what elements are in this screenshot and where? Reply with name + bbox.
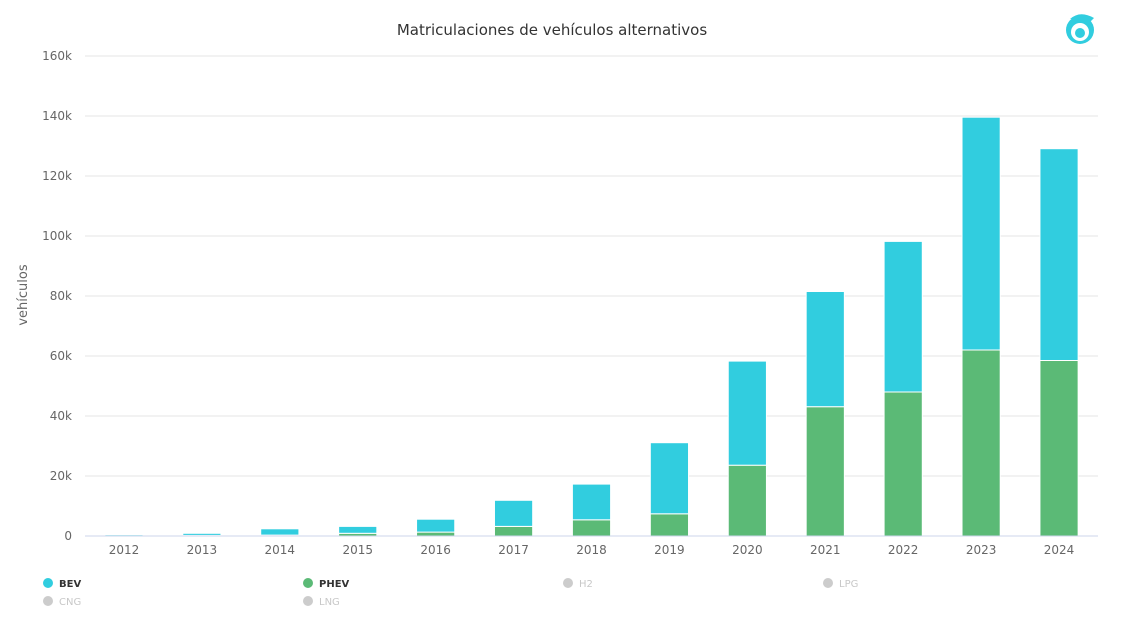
legend-marker [43,578,53,588]
x-axis-ticks: 2012 2013 2014 2015 2016 2017 2018 2019 2020 2021… [109,543,1075,557]
legend-marker [43,596,53,606]
legend-label: BEV [59,579,81,590]
x-tick-label: 2020 [732,543,763,557]
legend-label: CNG [59,597,81,608]
bar-phev-2018[interactable] [571,519,612,537]
bar-phev-2017[interactable] [493,525,534,537]
bar-bev-2023[interactable] [961,116,1001,351]
y-axis-ticks: 0 20k 40k 60k 80k 100k 120k 140k 160k [42,49,72,543]
bar-phev-2023[interactable] [961,349,1001,537]
bar-bev-2022[interactable] [883,240,923,393]
bars [104,116,1079,537]
legend-item-cng[interactable]: CNG [43,596,81,608]
legend: BEV PHEV H2 LPG CNG LNG [43,578,858,608]
legend-item-h2[interactable]: H2 [563,578,593,590]
y-tick-label: 20k [50,469,72,483]
chart-title: Matriculaciones de vehículos alternativo… [397,21,708,39]
bar-bev-2015[interactable] [338,525,378,534]
legend-item-lng[interactable]: LNG [303,596,340,608]
bar-phev-2024[interactable] [1039,360,1079,537]
bar-phev-2022[interactable] [883,391,923,537]
bar-phev-2021[interactable] [805,406,845,537]
y-tick-label: 80k [50,289,72,303]
bar-bev-2016[interactable] [416,518,456,533]
legend-label: H2 [579,579,593,590]
bar-bev-2020[interactable] [727,360,767,466]
bar-phev-2016[interactable] [416,531,456,537]
bar-bev-2024[interactable] [1039,148,1079,361]
y-tick-label: 60k [50,349,72,363]
y-axis-label: vehículos [16,264,31,325]
bar-bev-2019[interactable] [649,442,690,515]
bar-bev-2018[interactable] [571,483,612,521]
x-tick-label: 2015 [342,543,373,557]
x-tick-label: 2014 [265,543,296,557]
x-tick-label: 2018 [576,543,607,557]
bar-phev-2019[interactable] [649,513,690,537]
bar-bev-2017[interactable] [493,499,534,527]
y-tick-label: 0 [64,529,72,543]
x-tick-label: 2022 [888,543,919,557]
legend-item-bev[interactable]: BEV [43,578,81,590]
x-tick-label: 2012 [109,543,140,557]
legend-label: LNG [319,597,340,608]
legend-marker [303,578,313,588]
y-tick-label: 100k [42,229,72,243]
bar-phev-2020[interactable] [727,464,767,537]
x-tick-label: 2019 [654,543,685,557]
y-tick-label: 120k [42,169,72,183]
bar-bev-2021[interactable] [805,291,845,408]
legend-marker [823,578,833,588]
bar-bev-2013[interactable] [182,532,222,536]
bar-bev-2014[interactable] [260,528,300,536]
legend-label: LPG [839,579,858,590]
legend-item-lpg[interactable]: LPG [823,578,858,590]
y-tick-label: 140k [42,109,72,123]
legend-marker [563,578,573,588]
legend-item-phev[interactable]: PHEV [303,578,350,590]
x-tick-label: 2017 [498,543,529,557]
x-tick-label: 2024 [1044,543,1075,557]
x-tick-label: 2023 [966,543,997,557]
x-tick-label: 2016 [420,543,451,557]
x-tick-label: 2013 [187,543,218,557]
y-tick-label: 160k [42,49,72,63]
x-tick-label: 2021 [810,543,841,557]
legend-marker [303,596,313,606]
logo-icon [1066,14,1094,44]
legend-label: PHEV [319,579,350,590]
y-tick-label: 40k [50,409,72,423]
gridlines [85,55,1098,477]
